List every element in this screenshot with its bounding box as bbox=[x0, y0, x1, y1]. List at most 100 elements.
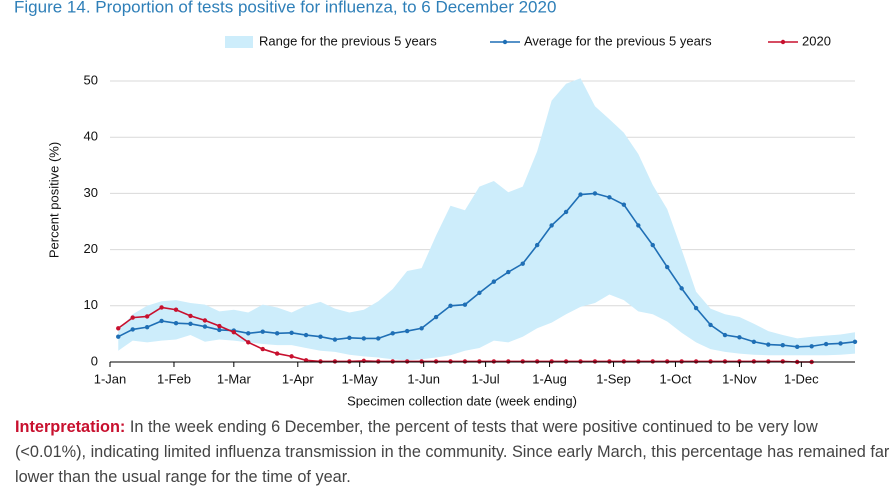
data-point bbox=[636, 223, 641, 228]
data-point bbox=[188, 321, 193, 326]
data-point bbox=[621, 202, 627, 207]
data-point bbox=[563, 359, 569, 364]
legend-marker bbox=[502, 39, 508, 45]
data-point bbox=[188, 313, 193, 319]
data-point bbox=[419, 326, 424, 331]
data-point bbox=[852, 339, 858, 344]
data-point bbox=[260, 329, 265, 334]
data-point bbox=[260, 346, 265, 352]
data-point bbox=[766, 342, 771, 347]
data-point bbox=[289, 330, 294, 335]
interpretation-label: Interpretation: bbox=[15, 418, 126, 436]
data-point bbox=[491, 359, 497, 364]
chart-title: Figure 14. Proportion of tests positive … bbox=[14, 0, 556, 16]
data-point bbox=[390, 359, 395, 364]
data-point bbox=[419, 359, 424, 364]
y-tick-label: 0 bbox=[91, 353, 98, 368]
x-tick-label: 1-May bbox=[342, 371, 379, 386]
x-tick-label: 1-Aug bbox=[532, 371, 567, 386]
x-tick-label: 1-Dec bbox=[784, 371, 819, 386]
data-point bbox=[592, 359, 598, 364]
data-point bbox=[390, 331, 395, 336]
data-point bbox=[693, 305, 699, 311]
data-point bbox=[578, 359, 583, 364]
x-tick-label: 1-Feb bbox=[157, 371, 191, 386]
data-point bbox=[766, 359, 771, 364]
data-point bbox=[665, 264, 670, 270]
data-point bbox=[520, 359, 525, 364]
interpretation: Interpretation: In the week ending 6 Dec… bbox=[15, 415, 890, 490]
data-point bbox=[274, 331, 280, 336]
data-point bbox=[404, 359, 410, 364]
data-point bbox=[361, 336, 367, 341]
data-point bbox=[737, 335, 742, 340]
data-point bbox=[650, 359, 655, 364]
data-point bbox=[477, 290, 482, 296]
data-point bbox=[318, 359, 323, 364]
data-point bbox=[549, 359, 554, 364]
x-tick-label: 1-Sep bbox=[596, 371, 631, 386]
x-tick-label: 1-Mar bbox=[217, 371, 252, 386]
y-tick-label: 50 bbox=[84, 72, 98, 87]
data-point bbox=[722, 332, 728, 338]
data-point bbox=[563, 209, 569, 215]
data-point bbox=[130, 315, 135, 320]
data-point bbox=[809, 344, 814, 349]
legend-label: Range for the previous 5 years bbox=[259, 33, 437, 48]
legend-label: Average for the previous 5 years bbox=[524, 33, 712, 48]
data-point bbox=[534, 359, 540, 364]
data-point bbox=[116, 326, 121, 331]
data-point bbox=[376, 336, 381, 341]
data-point bbox=[144, 324, 150, 330]
data-point bbox=[116, 334, 121, 339]
data-point bbox=[173, 321, 179, 326]
data-point bbox=[159, 305, 164, 310]
data-point bbox=[621, 359, 627, 364]
chart: Figure 14. Proportion of tests positive … bbox=[14, 0, 858, 408]
data-point bbox=[433, 314, 439, 320]
y-tick-label: 30 bbox=[84, 185, 98, 200]
data-point bbox=[347, 335, 352, 341]
data-point bbox=[607, 359, 612, 364]
data-point bbox=[737, 359, 742, 364]
data-point bbox=[462, 359, 468, 364]
x-tick-label: 1-Jul bbox=[472, 371, 500, 386]
data-point bbox=[448, 359, 453, 364]
data-point bbox=[202, 318, 208, 323]
x-tick-label: 1-Nov bbox=[722, 371, 757, 386]
x-tick-label: 1-Jan bbox=[94, 371, 127, 386]
data-point bbox=[376, 359, 381, 364]
data-point bbox=[679, 286, 684, 291]
interpretation-text: In the week ending 6 December, the perce… bbox=[15, 418, 890, 486]
data-point bbox=[506, 269, 511, 275]
data-point bbox=[231, 330, 237, 335]
data-point bbox=[332, 359, 338, 364]
data-point bbox=[823, 341, 829, 347]
data-point bbox=[144, 314, 150, 319]
data-point bbox=[448, 303, 453, 308]
data-point bbox=[708, 322, 713, 328]
x-tick-label: 1-Jun bbox=[407, 371, 440, 386]
data-point bbox=[607, 195, 612, 200]
data-point bbox=[708, 359, 713, 364]
y-tick-label: 10 bbox=[84, 297, 98, 312]
series-line bbox=[117, 192, 856, 348]
data-point bbox=[462, 302, 468, 307]
data-point bbox=[318, 334, 323, 339]
data-point bbox=[578, 192, 583, 197]
data-point bbox=[636, 359, 641, 364]
data-point bbox=[217, 327, 222, 333]
data-point bbox=[665, 359, 670, 364]
data-point bbox=[650, 242, 655, 248]
legend-label: 2020 bbox=[802, 33, 831, 48]
y-tick-label: 20 bbox=[84, 241, 98, 256]
data-point bbox=[289, 354, 294, 359]
data-point bbox=[347, 359, 352, 364]
data-point bbox=[751, 359, 757, 364]
data-point bbox=[780, 359, 785, 364]
data-point bbox=[246, 340, 251, 345]
data-point bbox=[693, 359, 699, 364]
data-point bbox=[217, 323, 222, 329]
data-point bbox=[246, 331, 251, 336]
